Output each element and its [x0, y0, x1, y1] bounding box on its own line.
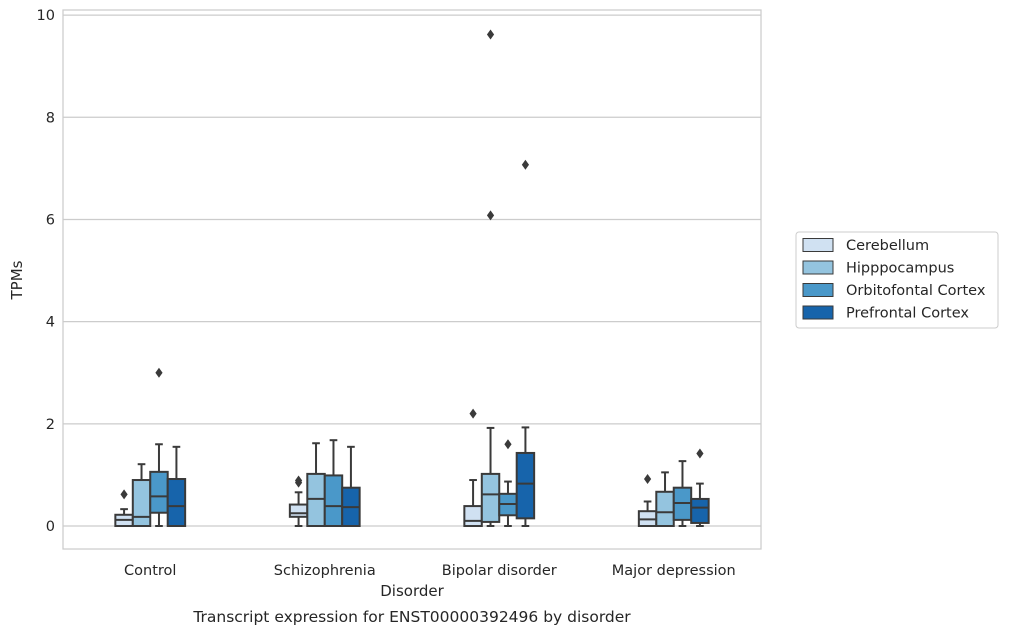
- plot-marks: [114, 29, 710, 528]
- box-group: [114, 489, 134, 528]
- box: [480, 472, 501, 523]
- outlier-point: [696, 448, 704, 459]
- box-group: [323, 439, 344, 528]
- box-group: [498, 439, 518, 528]
- outlier-point: [643, 474, 652, 485]
- box: [131, 479, 152, 528]
- box-group: [149, 367, 169, 528]
- box: [655, 490, 675, 528]
- y-tick-label: 2: [46, 417, 55, 433]
- y-tick-label: 8: [46, 110, 55, 126]
- outlier-point: [120, 489, 128, 500]
- outlier-point: [469, 408, 477, 419]
- box: [166, 478, 187, 528]
- legend-swatch: [802, 283, 834, 297]
- legend-label: Orbitofontal Cortex: [846, 283, 986, 299]
- y-tick-label: 6: [46, 212, 55, 228]
- y-axis-title: TPMs: [8, 260, 26, 300]
- legend-swatch: [802, 305, 834, 320]
- box-group: [515, 159, 536, 528]
- legend: Cerebellum Hipppocampus Orbitofontal Corte…: [795, 231, 999, 329]
- chart-caption: Transcript expression for ENST0000039249…: [192, 608, 631, 626]
- y-axis-ticks: 0 2 4 6 8 10: [37, 8, 55, 535]
- x-axis-ticks: Control Schizophrenia Bipolar disorder Majo…: [124, 563, 736, 579]
- box: [515, 451, 536, 520]
- box-group: [480, 29, 501, 528]
- y-tick-label: 10: [37, 8, 55, 24]
- outlier-point: [486, 29, 495, 40]
- outlier-point: [504, 439, 512, 450]
- legend-swatch: [802, 260, 834, 275]
- legend-frame: [795, 231, 999, 329]
- y-tick-label: 4: [46, 315, 55, 331]
- outlier-point: [155, 367, 163, 378]
- outlier-point: [294, 475, 303, 486]
- box-group: [166, 445, 187, 528]
- legend-label: Cerebellum: [846, 238, 929, 254]
- box-group: [306, 442, 326, 528]
- box-group: [637, 474, 658, 528]
- box: [306, 472, 326, 528]
- legend-swatch: [802, 238, 834, 252]
- grid-lines: [63, 14, 761, 527]
- x-tick-label: Bipolar disorder: [442, 563, 557, 579]
- outlier-point: [521, 159, 530, 170]
- box-group: [690, 448, 710, 528]
- plot-frame: [62, 9, 762, 550]
- box-group: [131, 463, 152, 528]
- legend-label: Prefrontal Cortex: [846, 306, 969, 322]
- box: [463, 505, 483, 528]
- legend-label: Hipppocampus: [846, 261, 954, 277]
- box: [149, 470, 169, 514]
- x-axis-title: Disorder: [380, 582, 444, 600]
- box-group: [463, 408, 483, 528]
- outlier-point: [486, 210, 495, 221]
- box-group: [672, 460, 693, 528]
- box-group: [655, 471, 675, 528]
- x-tick-label: Schizophrenia: [274, 563, 376, 579]
- x-tick-label: Major depression: [612, 563, 736, 579]
- y-tick-label: 0: [46, 519, 55, 535]
- box: [288, 503, 309, 518]
- x-tick-label: Control: [124, 563, 176, 579]
- box: [323, 474, 344, 528]
- box-group: [341, 445, 361, 528]
- box: [690, 497, 710, 524]
- box-group: [288, 475, 309, 528]
